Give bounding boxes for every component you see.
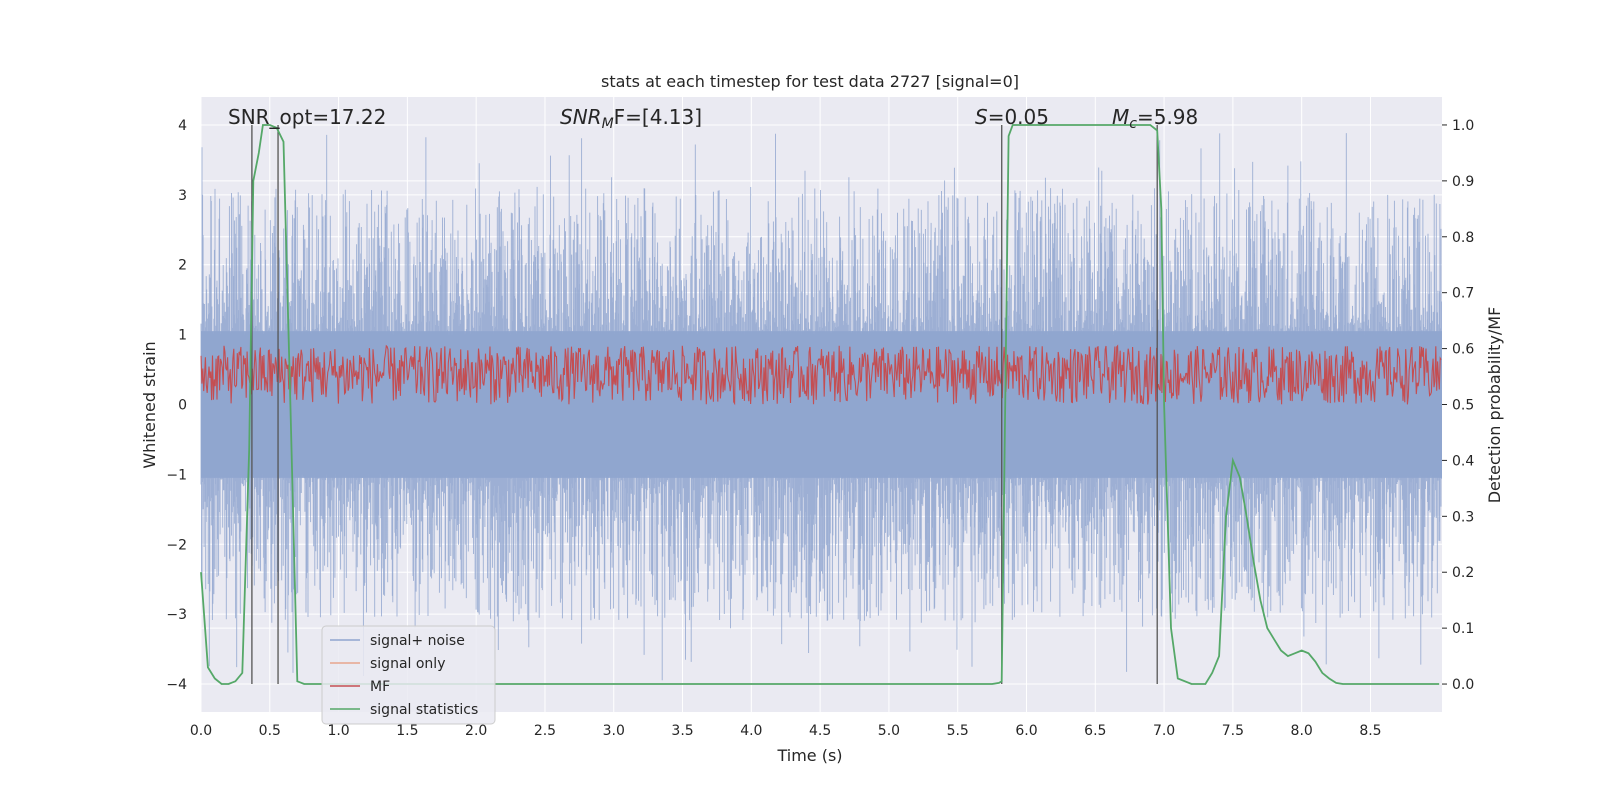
- y-right-tick-label: 0.9: [1452, 174, 1474, 190]
- x-tick-label: 7.0: [1153, 723, 1175, 739]
- y-axis-right-label: Detection probability/MF: [1485, 307, 1504, 504]
- y-left-tick-label: 1: [178, 328, 187, 344]
- x-tick-label: 0.5: [259, 723, 281, 739]
- x-tick-label: 1.5: [396, 723, 418, 739]
- y-right-tick-label: 0.1: [1452, 621, 1474, 637]
- legend-label-signal-plus-noise: signal+ noise: [370, 633, 465, 649]
- annotation-mc-rest: =5.98: [1137, 105, 1198, 129]
- annotation-snr-mf-main: SNR: [560, 105, 602, 129]
- annotation-snr-mf-rest: F=[4.13]: [614, 105, 702, 129]
- x-axis-label: Time (s): [776, 746, 842, 765]
- x-tick-label: 5.5: [947, 723, 969, 739]
- x-tick-label: 2.0: [465, 723, 487, 739]
- x-tick-label: 3.0: [603, 723, 625, 739]
- legend-label-mf: MF: [370, 679, 390, 695]
- x-tick-label: 8.0: [1291, 723, 1313, 739]
- x-tick-label: 2.5: [534, 723, 556, 739]
- y-right-tick-label: 0.7: [1452, 286, 1474, 302]
- legend-box: [321, 625, 496, 725]
- x-tick-label: 5.0: [878, 723, 900, 739]
- annotation-snr-opt: SNR_opt=17.22: [228, 105, 386, 129]
- mf-trace: [200, 344, 1442, 406]
- chart-title: stats at each timestep for test data 272…: [601, 72, 1019, 91]
- axis-ticks: 0.0 0.5 1.0 1.5 2.0 2.5 3.0 3.5 4.0 4.5 5.0 5.5 6.0 6…: [166, 118, 1474, 739]
- y-right-tick-label: 1.0: [1452, 118, 1474, 134]
- series-signal-statistics: [200, 124, 1440, 685]
- y-left-tick-label: −1: [166, 467, 187, 483]
- y-left-tick-label: −2: [166, 537, 187, 553]
- y-right-tick-label: 0.5: [1452, 398, 1474, 414]
- legend-label-signal-statistics: signal statistics: [370, 702, 478, 718]
- annotation-mc-sub: c: [1129, 116, 1137, 132]
- y-left-tick-label: −3: [166, 607, 187, 623]
- y-right-tick-label: 0.4: [1452, 453, 1474, 469]
- y-right-tick-label: 0.0: [1452, 677, 1474, 693]
- x-tick-label: 7.5: [1222, 723, 1244, 739]
- y-left-tick-label: 4: [178, 118, 187, 134]
- x-tick-label: 0.0: [190, 723, 212, 739]
- y-axis-left-label: Whitened strain: [140, 341, 159, 468]
- series-mf: [200, 344, 1442, 406]
- y-left-tick-label: 3: [178, 188, 187, 204]
- legend: signal+ noise signal only MF signal stat…: [321, 625, 496, 725]
- y-right-tick-label: 0.8: [1452, 230, 1474, 246]
- annotation-mc: Mc=5.98: [1112, 105, 1198, 132]
- y-right-tick-label: 0.2: [1452, 565, 1474, 581]
- x-tick-label: 4.5: [809, 723, 831, 739]
- y-left-tick-label: 0: [178, 398, 187, 414]
- y-right-tick-label: 0.3: [1452, 509, 1474, 525]
- y-left-tick-label: 2: [178, 258, 187, 274]
- signal-statistics-line: [200, 124, 1440, 685]
- x-tick-label: 4.0: [740, 723, 762, 739]
- annotation-s: S=0.05: [975, 105, 1049, 129]
- x-tick-label: 6.5: [1084, 723, 1106, 739]
- x-tick-label: 3.5: [671, 723, 693, 739]
- annotation-mc-main: M: [1112, 105, 1129, 129]
- annotation-s-main: S: [975, 105, 988, 129]
- x-tick-label: 1.0: [327, 723, 349, 739]
- y-right-tick-label: 0.6: [1452, 342, 1474, 358]
- annotation-snr-mf-sub: M: [602, 116, 614, 132]
- legend-label-signal-only: signal only: [370, 656, 445, 672]
- y-left-tick-label: −4: [166, 677, 187, 693]
- annotation-s-rest: =0.05: [988, 105, 1049, 129]
- x-tick-label: 8.5: [1359, 723, 1381, 739]
- annotation-snr-mf: SNRMF=[4.13]: [560, 105, 702, 132]
- x-tick-label: 6.0: [1015, 723, 1037, 739]
